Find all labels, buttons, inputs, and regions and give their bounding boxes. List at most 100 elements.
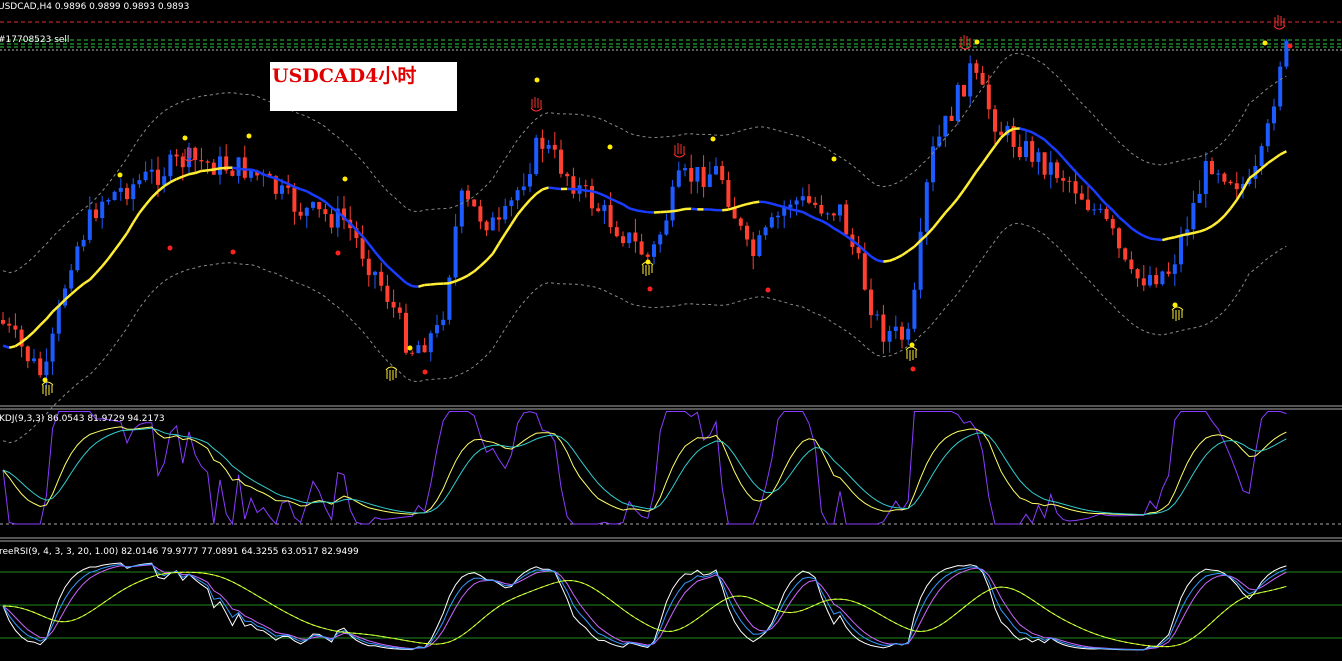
- hand-icon: [1171, 306, 1184, 321]
- order-label: #17708523 sell: [0, 35, 69, 45]
- candle-body: [670, 186, 675, 221]
- candle-body: [645, 254, 650, 257]
- moving-average: [1273, 153, 1281, 160]
- candle-body: [1160, 271, 1165, 285]
- moving-average: [548, 186, 555, 190]
- candle-body: [745, 225, 749, 240]
- candle-body: [912, 289, 917, 329]
- moving-average: [722, 208, 729, 212]
- hand-icon: [183, 147, 196, 162]
- swing-dot: [831, 156, 837, 162]
- candle-body: [813, 202, 818, 205]
- candle-body: [751, 239, 756, 257]
- moving-average: [981, 153, 990, 164]
- moving-average: [790, 207, 797, 212]
- moving-average: [820, 219, 829, 226]
- candle-body: [397, 307, 402, 313]
- candle-body: [447, 277, 452, 320]
- moving-average: [144, 196, 153, 206]
- candle-body: [94, 209, 98, 218]
- moving-average: [913, 239, 922, 248]
- candle-body: [81, 239, 86, 247]
- moving-average: [883, 259, 890, 263]
- moving-average: [666, 210, 673, 214]
- moving-average: [1043, 138, 1052, 147]
- moving-average: [876, 259, 884, 263]
- candle-body: [875, 314, 880, 316]
- moving-average: [238, 167, 245, 171]
- annotation-box: [270, 62, 457, 111]
- candle-body: [106, 200, 111, 202]
- candle-body: [819, 204, 824, 214]
- swing-dot: [246, 133, 252, 139]
- candle-body: [937, 136, 942, 147]
- moving-average: [603, 194, 612, 200]
- moving-average: [1156, 238, 1163, 242]
- candle-body: [776, 215, 780, 218]
- moving-average: [628, 207, 636, 212]
- band-upper: [2, 52, 1287, 274]
- moving-average: [796, 209, 804, 214]
- moving-average: [182, 173, 190, 178]
- moving-average: [579, 188, 587, 192]
- candle-body: [1135, 269, 1140, 279]
- candle-body: [1123, 248, 1128, 260]
- candle-body: [273, 176, 278, 194]
- candle-body: [1185, 229, 1190, 236]
- candle-body: [658, 234, 663, 245]
- swing-dot: [407, 345, 413, 351]
- candle-body: [608, 205, 613, 228]
- moving-average: [956, 188, 966, 200]
- hand-icon: [385, 366, 398, 381]
- candle-body: [323, 209, 328, 215]
- swing-dot: [974, 39, 980, 45]
- candle-body: [230, 170, 235, 176]
- moving-average: [901, 249, 909, 257]
- moving-average: [232, 166, 239, 170]
- candle-body: [112, 191, 117, 201]
- candle-body: [720, 166, 725, 180]
- moving-average: [1062, 157, 1071, 166]
- moving-average: [1223, 207, 1232, 217]
- candle-body: [373, 271, 377, 276]
- moving-average: [554, 187, 562, 191]
- moving-average: [455, 277, 463, 283]
- candle-body: [1197, 193, 1202, 203]
- candle-body: [924, 182, 929, 232]
- candle-body: [75, 246, 80, 271]
- moving-average: [969, 170, 978, 182]
- swing-dot: [342, 176, 348, 182]
- candle-body: [993, 109, 997, 132]
- candle-body: [732, 206, 737, 219]
- moving-average: [771, 202, 779, 207]
- swing-dot: [607, 144, 613, 150]
- moving-average: [479, 259, 488, 267]
- moving-average: [826, 222, 835, 230]
- moving-average: [522, 199, 531, 208]
- moving-average: [119, 232, 129, 243]
- candle-body: [515, 190, 520, 201]
- candle-body: [825, 213, 830, 215]
- moving-average: [374, 251, 383, 261]
- candle-body: [50, 333, 55, 362]
- moving-average: [529, 192, 538, 201]
- candle-body: [931, 146, 935, 183]
- candle-body: [955, 84, 960, 121]
- hand-icon: [959, 35, 972, 50]
- candle-body: [986, 84, 991, 110]
- moving-average: [932, 219, 941, 229]
- moving-average: [101, 257, 110, 267]
- moving-average: [802, 210, 810, 217]
- candle-body: [63, 288, 67, 306]
- moving-average: [26, 330, 35, 339]
- candle-body: [100, 201, 105, 218]
- candle-body: [695, 166, 700, 182]
- moving-average: [1124, 221, 1133, 230]
- moving-average: [1229, 199, 1238, 210]
- moving-average: [851, 239, 860, 247]
- moving-average: [1031, 131, 1040, 138]
- candle-body: [38, 358, 43, 376]
- moving-average: [361, 235, 370, 245]
- moving-average: [45, 310, 54, 320]
- moving-average: [753, 200, 760, 204]
